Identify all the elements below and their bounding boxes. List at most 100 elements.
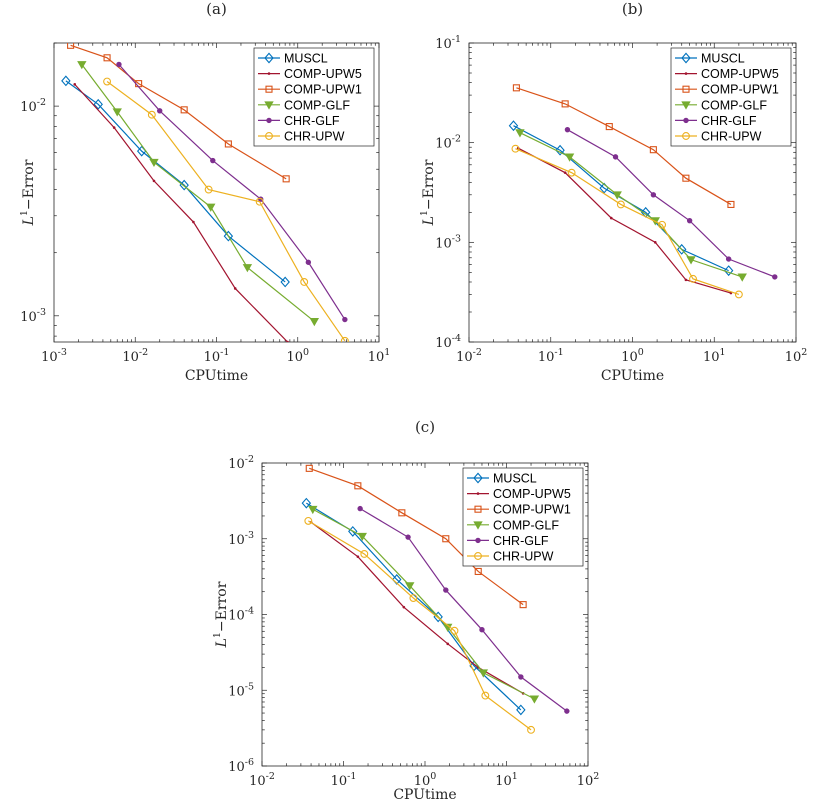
x-tick-label: 102 [577,771,600,789]
data-point [357,532,367,542]
data-point [564,126,571,133]
series-chr-upw [304,516,535,734]
data-point [304,516,313,525]
data-point [242,264,253,273]
series-chr-upw [103,77,349,342]
data-point [605,123,613,131]
series-line [519,132,743,278]
series-line [515,148,740,296]
series-line [70,44,287,180]
legend-marker [681,101,691,110]
data-point [567,168,576,177]
legend-marker [265,132,273,140]
y-tick-label: 10-4 [435,333,461,351]
series-comp-upw1 [512,84,735,208]
x-tick-label: 10-3 [41,347,67,365]
data-point [206,203,216,212]
legend-marker [473,521,483,530]
series-line [65,80,286,283]
data-point [152,179,156,183]
data-point [286,340,289,342]
legend-marker [681,52,691,64]
y-tick-label: 10-1 [435,34,461,52]
data-point [519,601,527,609]
x-axis-label: CPUtime [185,368,248,384]
legend-marker [264,101,274,110]
data-point [725,256,732,262]
panel-label: (a) [206,0,227,18]
panel-label: (b) [622,0,643,18]
chart-panel-b: (b) 10-2 10-1 100 101 102 10-4 10-3 10-2 10-1 CPUt… [419,0,807,384]
legend-entry: CHR-GLF [284,114,340,128]
series-muscl [61,75,290,288]
data-point [309,318,320,327]
legend-entry: MUSCL [701,52,745,66]
data-point [450,626,459,635]
data-point [686,217,693,224]
data-point [684,278,688,282]
data-point [518,674,524,680]
x-tick-label: 100 [621,347,644,365]
data-point [398,509,406,517]
data-point [564,153,575,162]
data-point [442,535,450,543]
series-chr-glf [116,61,348,323]
data-point [682,174,690,182]
data-point [516,704,526,716]
legend-marker [683,117,689,124]
data-point [529,695,540,704]
series-comp-upw1 [305,464,527,609]
data-point [561,100,569,108]
series-comp-glf [77,61,320,327]
chart-panel-a: (a) 10-3 10-2 10-1 100 101 10-3 10-2 CPUtime L1−E… [19,0,390,384]
series-line [359,508,568,712]
x-axis-label: CPUtime [393,787,456,803]
data-point [405,534,411,540]
data-point [737,273,747,282]
data-point [357,505,363,512]
y-tick-label: 10-5 [228,681,254,699]
data-point [402,605,406,609]
data-point [255,197,264,206]
data-point [527,725,535,734]
series-line [309,467,524,606]
data-point [103,54,111,62]
y-tick-label: 10-3 [20,307,46,325]
data-point [149,158,159,168]
data-point [734,290,743,299]
data-point [563,171,567,174]
x-tick-label: 10-1 [204,347,230,365]
data-point [772,274,778,280]
data-point [676,243,687,255]
data-point [73,83,77,86]
data-point [512,84,520,92]
data-point [723,265,734,277]
data-point [616,200,625,209]
data-point [360,549,369,558]
data-point [481,691,490,700]
series-line [567,129,775,278]
data-point [157,108,163,114]
legend-box [670,47,792,147]
data-point [300,278,309,286]
legend-entry: MUSCL [493,472,537,486]
data-point [650,192,657,198]
legend-marker [265,85,273,93]
legend-box [253,47,375,147]
x-tick-label: 10-2 [249,771,275,789]
data-point [340,336,349,342]
legend-marker [475,537,481,544]
data-point [342,316,348,323]
y-tick-label: 10-2 [228,454,254,472]
chart-panel-c: (c) 10-2 10-1 100 101 102 10-6 10-5 10-4 10-3 10-2… [212,418,599,803]
data-point [180,106,188,114]
data-point [658,220,667,229]
legend-marker [264,52,274,64]
data-point [478,669,489,678]
series-comp-upw5 [73,83,289,342]
data-point [301,497,312,509]
data-point [280,276,290,288]
data-point [479,626,485,633]
data-point [93,98,103,110]
